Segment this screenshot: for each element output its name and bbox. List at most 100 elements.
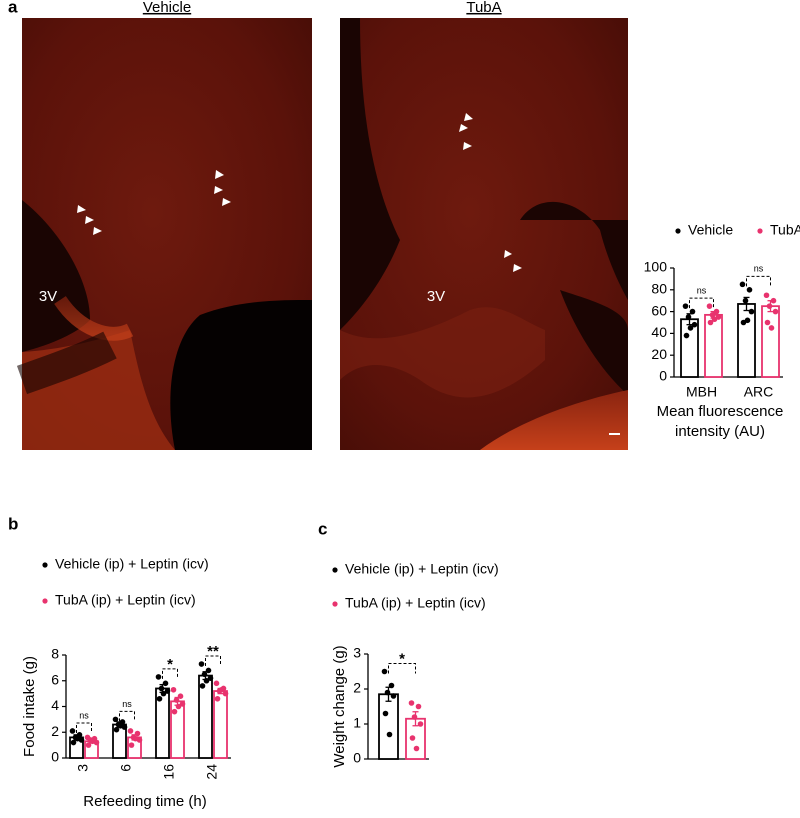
data-point xyxy=(388,682,395,689)
data-point xyxy=(744,317,751,324)
legend-marker xyxy=(332,601,338,607)
bar xyxy=(378,693,399,760)
image-label: 3V xyxy=(427,288,445,305)
data-point xyxy=(74,735,81,742)
data-point xyxy=(213,680,220,687)
y-tick-label: 100 xyxy=(644,259,668,275)
data-point xyxy=(770,297,777,304)
bar xyxy=(704,313,723,378)
legend-marker xyxy=(675,228,681,234)
data-point xyxy=(739,281,746,288)
data-point xyxy=(748,308,755,315)
y-tick-label: 20 xyxy=(651,346,667,362)
legend-label: Vehicle (ip) + Leptin (icv) xyxy=(55,556,209,572)
data-point xyxy=(198,661,205,667)
significance-label: ns xyxy=(122,699,132,709)
data-point xyxy=(763,292,770,299)
data-point xyxy=(207,675,214,681)
data-point xyxy=(768,325,775,331)
data-point xyxy=(711,316,718,323)
data-point xyxy=(70,739,77,746)
data-point xyxy=(689,308,696,315)
data-point xyxy=(384,689,391,696)
x-tick-label: MBH xyxy=(686,384,717,400)
significance-label: * xyxy=(167,656,173,673)
data-point xyxy=(171,708,178,715)
legend-marker xyxy=(42,562,48,568)
legend-label: Vehicle (ip) + Leptin (icv) xyxy=(345,561,499,577)
data-point xyxy=(160,690,167,697)
data-point xyxy=(127,728,134,734)
data-point xyxy=(134,730,141,737)
significance-bracket xyxy=(746,275,771,287)
y-tick-label: 3 xyxy=(353,645,361,661)
data-point xyxy=(69,728,76,734)
y-axis-label: Food intake (g) xyxy=(21,656,38,757)
x-axis-label: Refeeding time (h) xyxy=(83,793,206,810)
data-point xyxy=(214,695,221,702)
significance-label: * xyxy=(399,650,405,667)
data-point xyxy=(179,701,186,707)
significance-label: ns xyxy=(697,286,707,296)
data-point xyxy=(764,319,771,326)
data-point xyxy=(742,297,749,304)
legend-label: TubA xyxy=(770,222,800,238)
data-point xyxy=(682,303,689,309)
x-tick-label: 16 xyxy=(161,764,177,780)
data-point xyxy=(89,738,96,745)
data-point xyxy=(411,714,418,720)
x-axis-label: intensity (AU) xyxy=(675,423,765,440)
y-tick-label: 0 xyxy=(353,750,361,766)
panel-letter: c xyxy=(318,519,327,538)
x-axis-label: Mean fluorescence xyxy=(657,403,784,420)
data-point xyxy=(746,287,753,293)
data-point xyxy=(713,308,720,315)
data-point xyxy=(386,731,393,738)
data-point xyxy=(766,303,773,309)
panel-letter: b xyxy=(8,514,18,533)
data-point xyxy=(218,686,225,693)
data-point xyxy=(222,690,229,697)
significance-label: ** xyxy=(207,643,219,660)
data-point xyxy=(113,726,120,733)
data-point xyxy=(390,693,397,699)
legend-marker xyxy=(757,228,763,234)
data-point xyxy=(381,668,388,675)
data-point xyxy=(382,710,389,717)
x-tick-label: ARC xyxy=(744,384,774,400)
data-point xyxy=(164,688,171,694)
significance-label: ns xyxy=(754,264,764,274)
data-point xyxy=(158,685,165,692)
data-point xyxy=(683,332,690,339)
bar xyxy=(737,303,756,378)
data-point xyxy=(85,742,92,748)
significance-bracket xyxy=(388,663,416,674)
data-point xyxy=(112,716,119,723)
data-point xyxy=(709,312,716,318)
data-point xyxy=(687,325,694,331)
data-point xyxy=(408,700,415,706)
legend-marker xyxy=(42,598,48,604)
bar xyxy=(761,305,780,378)
y-tick-label: 6 xyxy=(51,671,59,687)
y-axis-label: Weight change (g) xyxy=(331,645,348,767)
image-title: Vehicle xyxy=(143,0,191,16)
data-point xyxy=(201,671,208,678)
x-tick-label: 24 xyxy=(204,764,220,780)
y-tick-label: 40 xyxy=(651,324,667,340)
legend-label: TubA (ip) + Leptin (icv) xyxy=(55,592,196,608)
significance-bracket xyxy=(205,655,221,667)
y-tick-label: 1 xyxy=(353,715,361,731)
image-label: 3V xyxy=(39,288,57,305)
data-point xyxy=(203,677,210,684)
data-point xyxy=(173,697,180,703)
data-point xyxy=(409,735,416,741)
y-tick-label: 80 xyxy=(651,281,667,297)
data-point xyxy=(132,735,139,742)
significance-bracket xyxy=(119,710,135,722)
panel-letter: a xyxy=(8,0,18,16)
data-point xyxy=(691,321,698,328)
data-point xyxy=(205,667,212,674)
significance-label: ns xyxy=(79,710,89,720)
y-tick-label: 2 xyxy=(51,723,59,739)
